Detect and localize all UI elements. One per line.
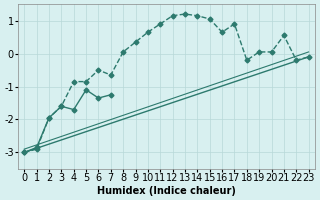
X-axis label: Humidex (Indice chaleur): Humidex (Indice chaleur) (97, 186, 236, 196)
